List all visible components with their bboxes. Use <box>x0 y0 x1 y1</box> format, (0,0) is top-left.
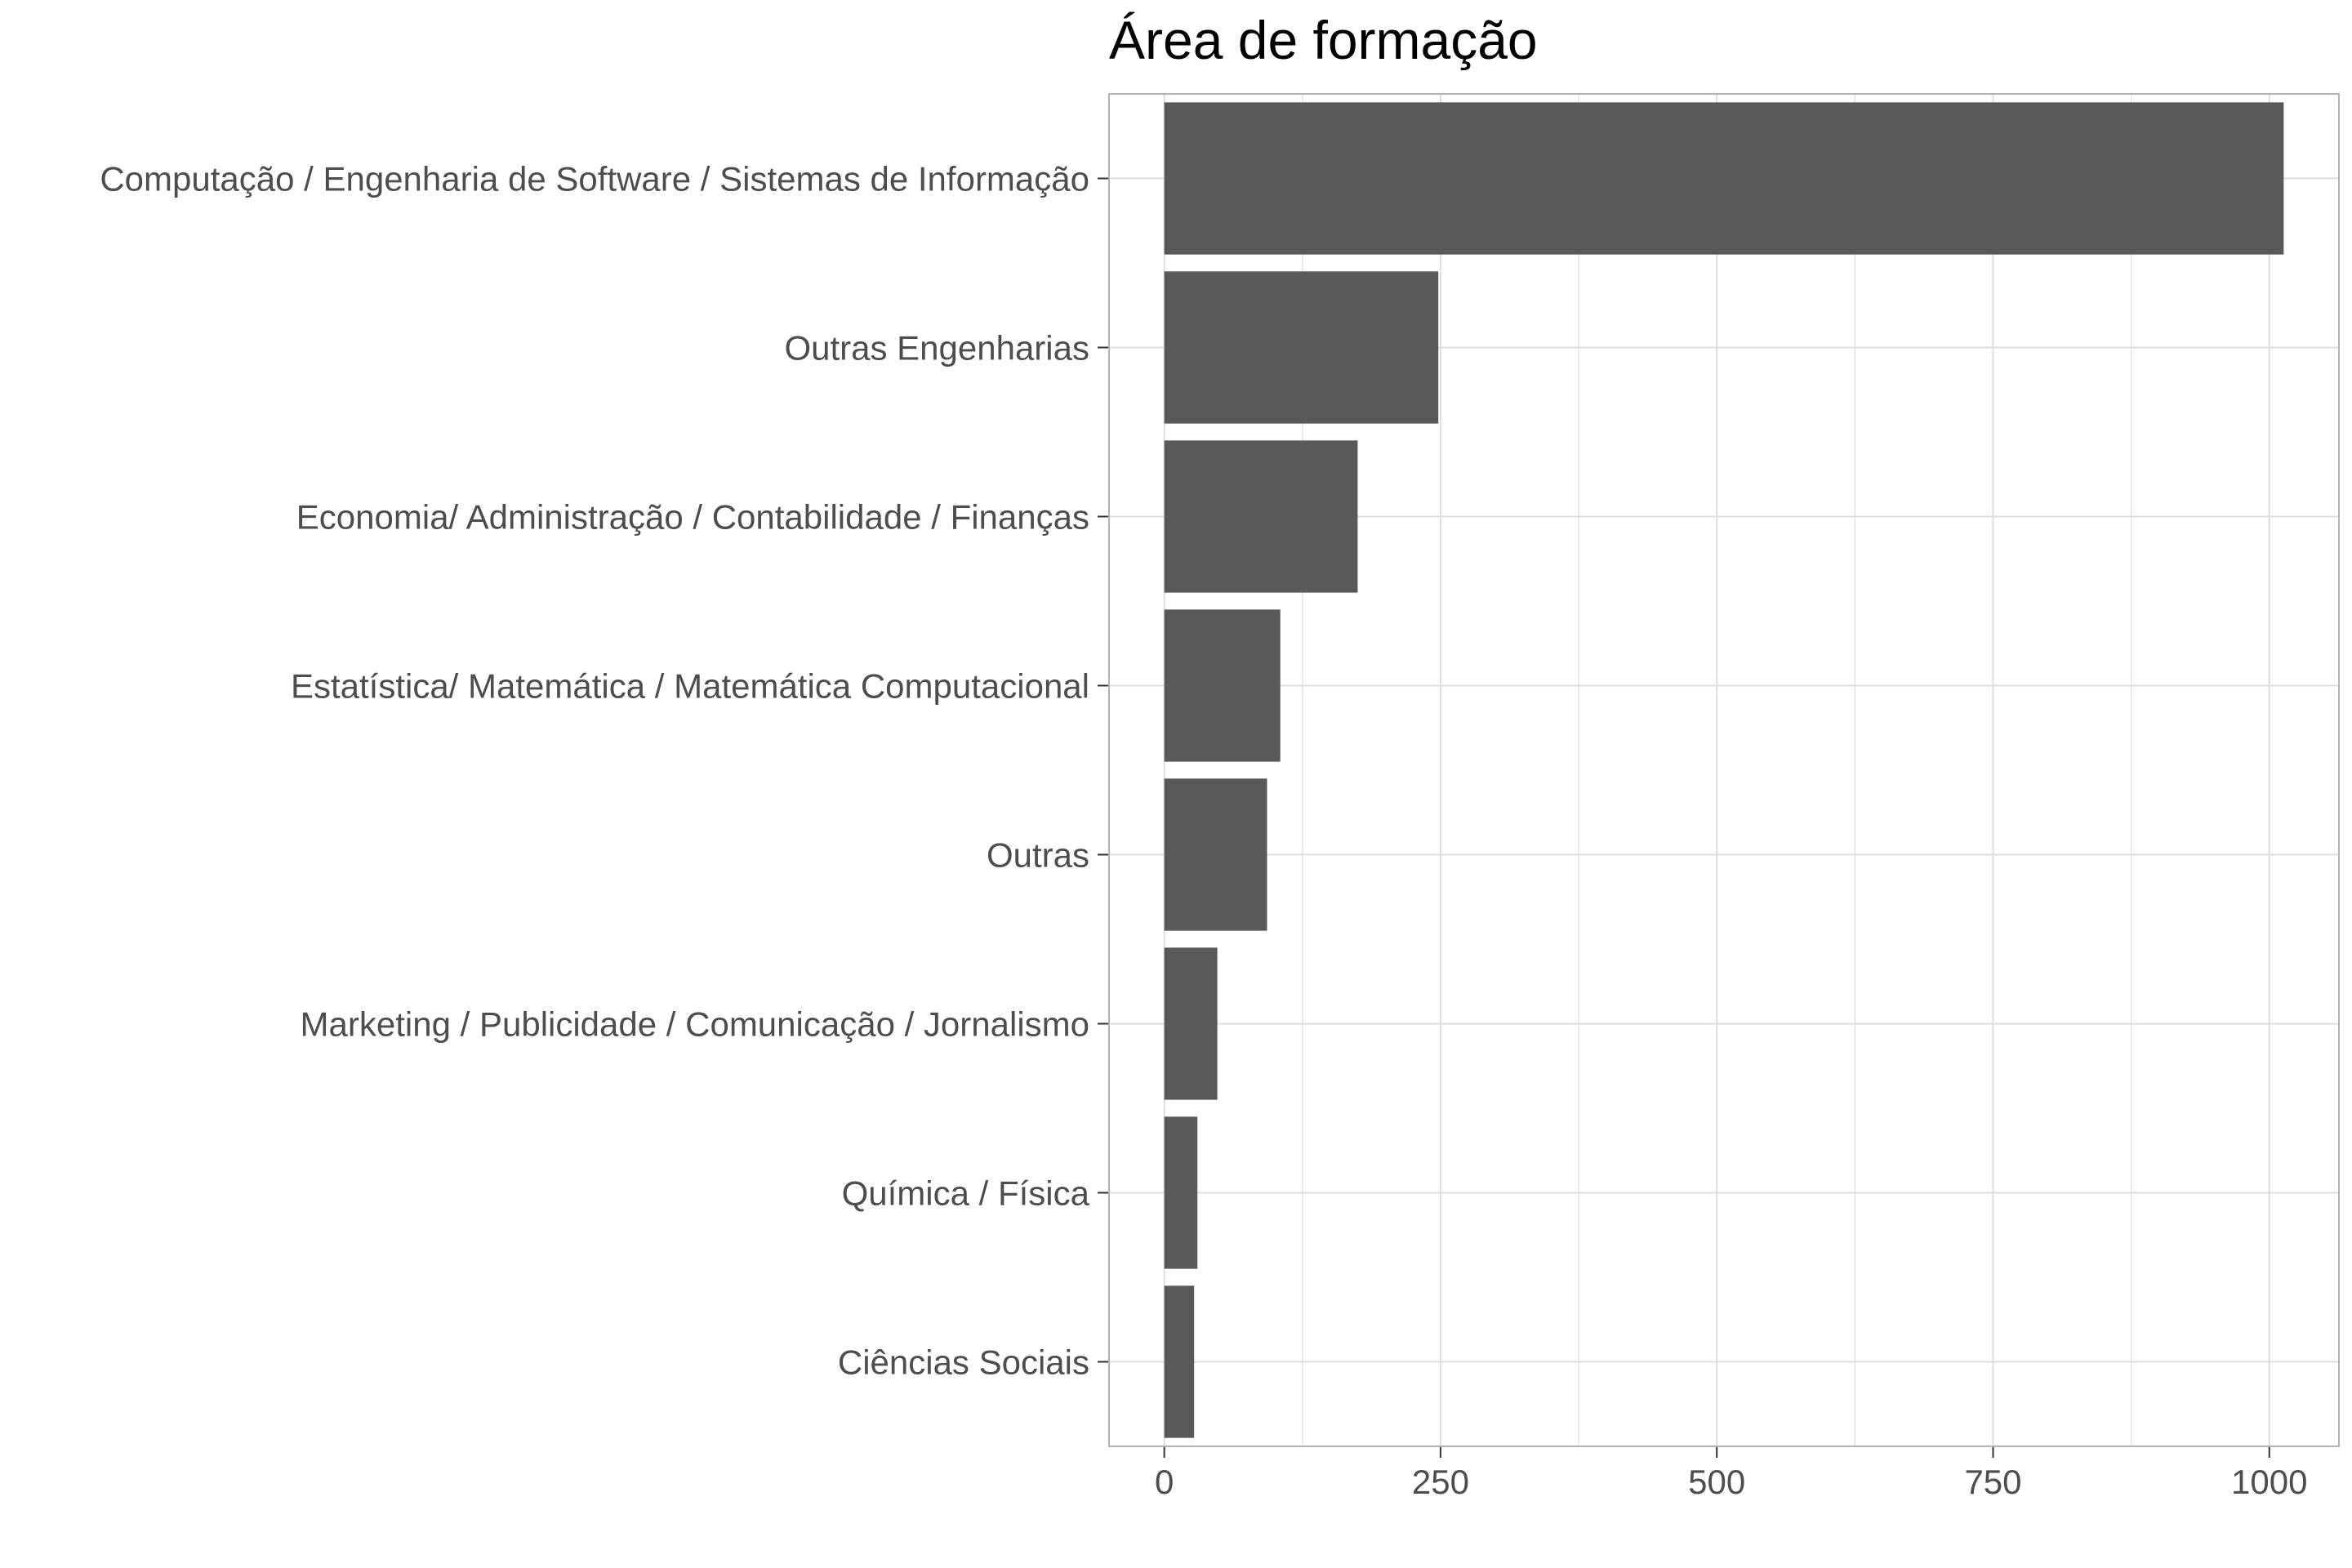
panel-border <box>1108 93 2340 1447</box>
y-axis-label: Marketing / Publicidade / Comunicação / … <box>301 1005 1089 1044</box>
x-axis-tick-label: 500 <box>1688 1463 1745 1501</box>
x-axis-ticks: 0 250 500 750 1000 <box>1155 1446 2307 1501</box>
x-axis-tick-label: 1000 <box>2231 1463 2307 1501</box>
x-axis-tick-label: 250 <box>1412 1463 1469 1501</box>
bar <box>1164 609 1281 762</box>
bar <box>1164 271 1439 424</box>
y-axis-label: Outras Engenharias <box>784 329 1089 368</box>
x-axis-tick-label: 750 <box>1964 1463 2021 1501</box>
y-axis-label: Química / Física <box>842 1174 1090 1213</box>
y-axis-label: Ciências Sociais <box>838 1343 1089 1382</box>
y-axis-label: Computação / Engenharia de Software / Si… <box>100 160 1089 198</box>
bar <box>1164 1116 1198 1269</box>
x-axis-tick-label: 0 <box>1155 1463 1174 1501</box>
bar <box>1164 947 1218 1100</box>
bar <box>1164 1285 1195 1438</box>
bar <box>1164 102 2284 255</box>
y-axis-labels: Computação / Engenharia de Software / Si… <box>100 160 1109 1382</box>
y-axis-label: Estatística/ Matemática / Matemática Com… <box>291 667 1089 706</box>
bar <box>1164 440 1358 593</box>
chart-title: Área de formação <box>1109 10 1538 70</box>
bar <box>1164 778 1267 931</box>
bars <box>1164 102 2284 1438</box>
y-axis-label: Outras <box>987 836 1089 875</box>
y-axis-label: Economia/ Administração / Contabilidade … <box>296 498 1089 537</box>
